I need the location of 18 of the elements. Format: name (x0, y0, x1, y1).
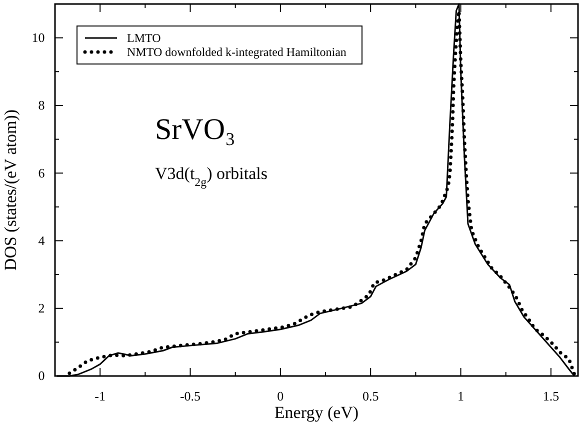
annotation: V3d(t$_{2g}$) orbitals (155, 164, 268, 189)
y-tick-label: 2 (38, 300, 45, 316)
annotation: SrVO₃ (155, 113, 236, 146)
x-tick-label: 1.5 (542, 388, 560, 404)
y-tick-label: 6 (38, 165, 46, 180)
x-tick-label: -1 (94, 388, 106, 404)
y-tick-label: 4 (38, 232, 46, 248)
x-axis-title: Energy (eV) (274, 403, 359, 422)
legend-label: LMTO (127, 31, 162, 45)
y-axis-title: DOS (states/(eV atom)) (1, 109, 20, 271)
y-tick-label: 0 (38, 368, 45, 384)
x-tick-label: 1 (458, 388, 464, 404)
x-tick-label: 0.5 (362, 388, 379, 404)
y-tick-label: 10 (32, 30, 45, 45)
legend-label: NMTO downfolded k-integrated Hamiltonian (127, 45, 346, 59)
x-tick-label: 0 (277, 388, 284, 404)
y-tick-label: 8 (38, 98, 45, 113)
x-tick-label: -0.5 (180, 388, 201, 404)
